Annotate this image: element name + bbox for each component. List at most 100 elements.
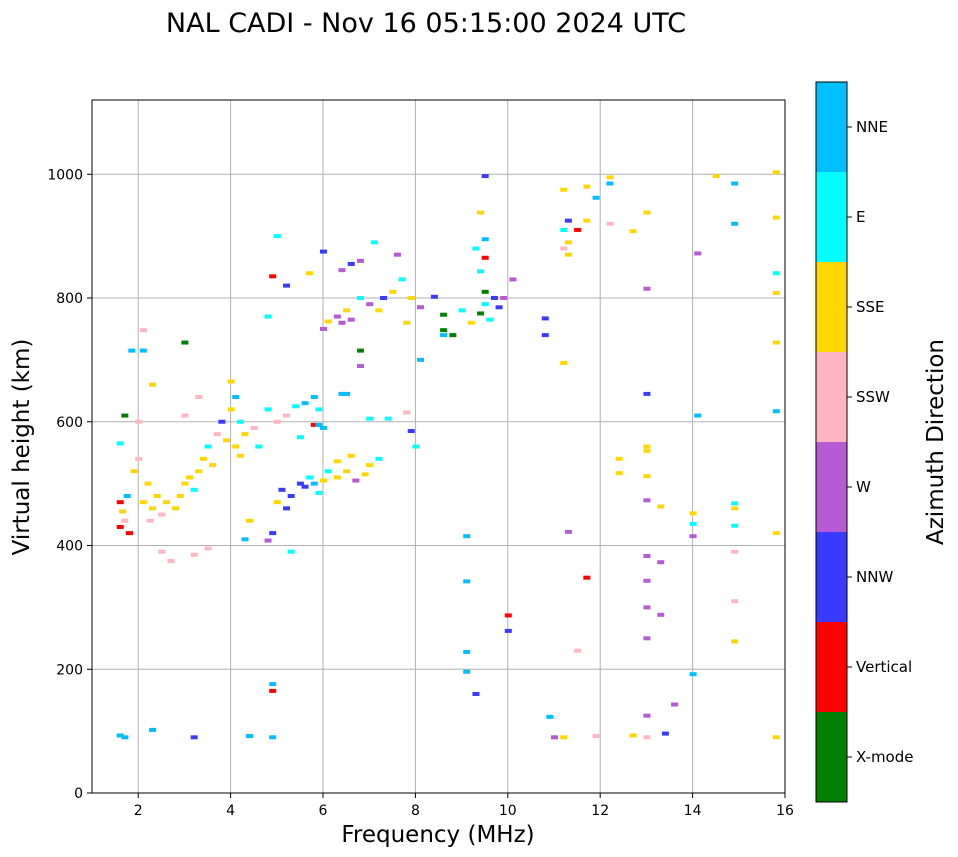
data-point-nne <box>338 391 346 396</box>
chart-title: NAL CADI - Nov 16 05:15:00 2024 UTC <box>166 8 686 39</box>
x-tick-label: 4 <box>226 803 235 819</box>
data-point-nne <box>463 579 471 584</box>
colorbar-label-e: E <box>856 208 865 226</box>
colorbar-segment <box>816 532 847 622</box>
data-point-e <box>324 469 332 474</box>
data-point-e <box>296 435 304 440</box>
data-point-e <box>116 441 124 446</box>
data-point-ssw <box>283 413 291 418</box>
data-point-w <box>643 713 651 718</box>
data-point-sse <box>222 438 230 443</box>
data-point-e <box>481 302 489 307</box>
data-point-nne <box>592 195 600 200</box>
data-point-sse <box>564 252 572 257</box>
data-point-e <box>273 234 281 239</box>
data-point-e <box>236 419 244 424</box>
colorbar-segment <box>816 82 847 172</box>
colorbar-frame <box>815 81 848 803</box>
colorbar-label-nne: NNE <box>856 118 888 136</box>
colorbar-segment <box>816 262 847 352</box>
data-point-sse <box>119 509 127 514</box>
data-point-e <box>190 487 198 492</box>
data-point-sse <box>320 478 327 483</box>
data-point-ssw <box>190 552 198 557</box>
data-point-nnw <box>301 484 309 489</box>
data-point-w <box>356 258 364 263</box>
data-point-w <box>643 498 651 503</box>
data-point-e <box>315 490 323 495</box>
colorbar-label-vertical: Vertical <box>856 658 912 676</box>
data-point-sse <box>149 382 157 387</box>
data-point-sse <box>643 444 651 449</box>
y-tick-label: 0 <box>74 786 83 802</box>
data-point-ssw <box>643 735 651 740</box>
data-point-sse <box>772 215 780 220</box>
data-point-e <box>306 475 314 480</box>
data-points <box>116 170 780 740</box>
data-point-e <box>398 277 406 282</box>
data-point-e <box>356 296 364 300</box>
data-point-sse <box>227 379 235 384</box>
data-point-w <box>643 605 651 610</box>
data-point-sse <box>186 475 194 480</box>
colorbar-label-x-mode: X-mode <box>856 748 913 766</box>
data-point-sse <box>153 494 161 498</box>
data-point-sse <box>347 453 355 458</box>
data-point-sse <box>643 448 651 453</box>
data-point-nne <box>269 682 277 687</box>
colorbar-label-w: W <box>856 478 871 496</box>
data-point-w <box>689 534 697 539</box>
data-point-ssw <box>731 549 739 554</box>
data-point-sse <box>130 469 138 474</box>
data-point-nnw <box>564 218 572 223</box>
data-point-nnw <box>490 296 498 300</box>
data-point-sse <box>772 735 780 740</box>
data-point-nnw <box>472 692 480 696</box>
data-point-ssw <box>213 432 221 437</box>
data-point-nnw <box>481 174 489 179</box>
data-point-sse <box>236 453 244 458</box>
data-point-nnw <box>430 294 438 299</box>
data-point-x-mode <box>121 413 129 418</box>
data-point-nne <box>246 734 254 739</box>
data-point-nne <box>417 357 425 362</box>
data-point-ssw <box>204 546 212 551</box>
data-point-nne <box>128 348 136 353</box>
data-point-w <box>643 578 651 583</box>
x-tick-label: 16 <box>776 803 794 819</box>
data-point-w <box>694 251 702 256</box>
data-point-nnw <box>296 481 304 486</box>
data-point-sse <box>199 456 207 461</box>
data-point-ssw <box>139 328 147 333</box>
data-point-ssw <box>250 425 258 430</box>
data-point-e <box>375 456 383 461</box>
data-point-nnw <box>283 506 291 511</box>
data-point-nne <box>320 425 327 430</box>
data-point-sse <box>403 320 411 325</box>
colorbar-label-ssw: SSW <box>856 388 890 406</box>
data-point-sse <box>361 472 369 477</box>
data-point-x-mode <box>481 289 489 294</box>
data-point-vertical <box>310 422 318 427</box>
data-point-nne <box>731 221 739 226</box>
data-point-w <box>500 296 508 300</box>
colorbar-label: Azimuth Direction <box>923 339 949 545</box>
data-point-sse <box>306 271 314 276</box>
data-point-w <box>643 636 651 641</box>
data-point-sse <box>583 184 591 189</box>
grid-lines <box>92 100 786 794</box>
data-point-ssw <box>135 419 143 424</box>
data-point-nne <box>481 237 489 242</box>
data-point-sse <box>407 296 415 300</box>
data-point-ssw <box>273 419 281 424</box>
data-point-ssw <box>167 558 175 563</box>
data-point-nnw <box>190 735 198 740</box>
x-tick-label: 8 <box>411 803 420 819</box>
data-point-nnw <box>407 429 415 434</box>
data-point-nnw <box>218 419 226 424</box>
data-point-w <box>347 317 355 322</box>
data-point-nne <box>123 494 131 498</box>
data-point-w <box>352 478 360 483</box>
data-point-e <box>255 444 263 449</box>
